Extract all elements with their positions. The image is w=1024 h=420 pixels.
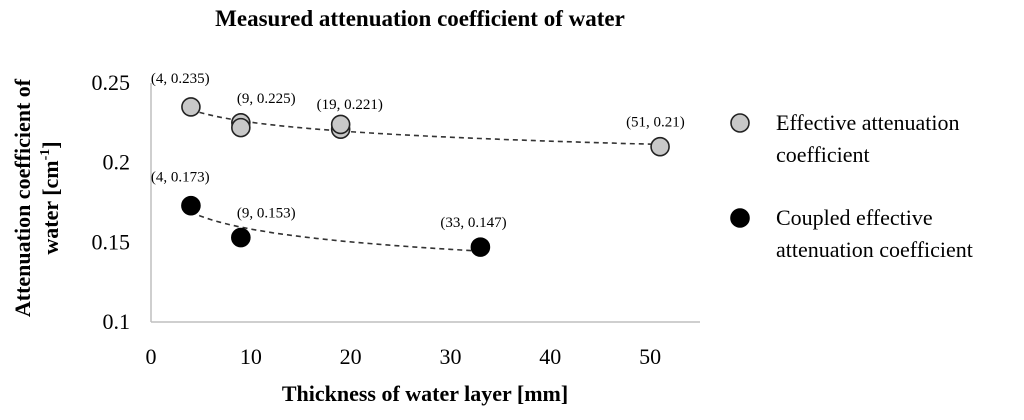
legend-marker-series-1 — [730, 113, 750, 133]
x-tick-label: 0 — [146, 344, 157, 369]
y-axis-title-line2: water [cm-1] — [38, 141, 63, 254]
data-point-series-2 — [181, 195, 201, 216]
y-axis-title-superscript: -1 — [38, 149, 53, 161]
data-label: (51, 0.21) — [626, 115, 685, 131]
y-axis-title-line2-prefix: water [cm — [38, 160, 63, 254]
data-label: (9, 0.225) — [237, 91, 296, 107]
tick-labels: 0 10 20 30 40 50 0.1 0.15 0.2 0.25 — [92, 70, 662, 369]
legend-label-series-2: Coupled effective — [776, 205, 933, 230]
x-axis-title: Thickness of water layer [mm] — [282, 381, 568, 406]
data-label: (33, 0.147) — [440, 215, 506, 231]
data-point-series-2 — [231, 227, 251, 248]
y-tick-label: 0.25 — [92, 70, 131, 95]
legend-label-series-1: Effective attenuation — [776, 110, 959, 135]
x-tick-label: 40 — [539, 344, 561, 369]
trendline-series-2 — [190, 211, 481, 252]
data-label: (9, 0.153) — [237, 206, 296, 222]
y-axis-title: Attenuation coefficient of water [cm-1] — [10, 78, 63, 317]
data-point-series-1 — [181, 97, 201, 117]
trendline-series-1 — [190, 108, 661, 146]
data-point-series-2 — [470, 237, 491, 257]
data-point-series-1 — [231, 117, 251, 138]
trendlines — [190, 108, 661, 252]
x-tick-label: 30 — [439, 344, 461, 369]
data-label: (19, 0.221) — [317, 97, 383, 113]
data-point-series-1 — [330, 114, 351, 135]
y-tick-label: 0.1 — [103, 309, 131, 334]
legend-marker-series-2 — [730, 208, 750, 228]
y-axis-title-line1: Attenuation coefficient of — [10, 78, 35, 317]
chart-title: Measured attenuation coefficient of wate… — [215, 6, 625, 31]
data-label: (4, 0.235) — [151, 71, 210, 87]
data-points — [181, 97, 670, 257]
y-tick-label: 0.15 — [92, 229, 131, 254]
x-tick-label: 50 — [639, 344, 661, 369]
x-tick-label: 10 — [240, 344, 262, 369]
data-point-series-1 — [650, 136, 670, 157]
x-tick-label: 20 — [340, 344, 362, 369]
data-label: (4, 0.173) — [151, 170, 210, 186]
legend-label-series-1: coefficient — [776, 142, 870, 167]
data-labels: (4, 0.235) (9, 0.225) (19, 0.221) (51, 0.21… — [151, 71, 685, 231]
legend: Effective attenuation coefficient Coupled … — [730, 110, 973, 262]
y-axis-title-line2-suffix: ] — [38, 141, 63, 148]
legend-label-series-2: attenuation coefficient — [776, 237, 973, 262]
y-tick-label: 0.2 — [103, 150, 131, 175]
